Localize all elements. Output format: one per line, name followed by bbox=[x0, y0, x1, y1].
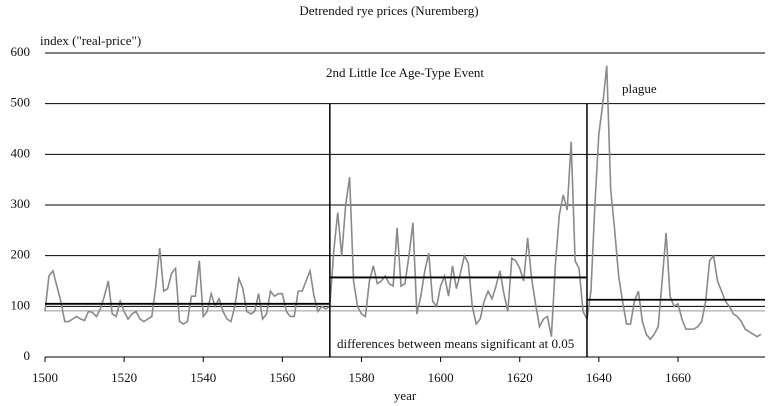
price-line bbox=[44, 65, 762, 341]
y-axis-label: index ("real-price") bbox=[40, 33, 141, 48]
y-tick-label: 0 bbox=[24, 348, 31, 363]
x-tick-label: 1580 bbox=[348, 370, 374, 385]
x-tick-label: 1540 bbox=[190, 370, 216, 385]
x-tick-label: 1620 bbox=[507, 370, 533, 385]
x-tick-label: 1560 bbox=[269, 370, 295, 385]
y-tick-label: 300 bbox=[11, 196, 31, 211]
chart-title: Detrended rye prices (Nuremberg) bbox=[299, 3, 478, 18]
x-axis-label: year bbox=[394, 388, 417, 403]
y-tick-label: 400 bbox=[11, 145, 31, 160]
x-tick-label: 1640 bbox=[586, 370, 612, 385]
annotation: differences between means significant at… bbox=[337, 336, 574, 351]
x-tick-label: 1660 bbox=[665, 370, 691, 385]
x-tick-label: 1600 bbox=[428, 370, 454, 385]
annotation: 2nd Little Ice Age-Type Event bbox=[326, 65, 484, 80]
y-tick-label: 100 bbox=[11, 297, 31, 312]
y-tick-label: 200 bbox=[11, 247, 31, 262]
annotation: plague bbox=[622, 81, 657, 96]
x-tick-label: 1500 bbox=[32, 370, 58, 385]
y-tick-label: 500 bbox=[11, 95, 31, 110]
y-tick-label: 600 bbox=[11, 44, 31, 59]
x-tick-label: 1520 bbox=[111, 370, 137, 385]
